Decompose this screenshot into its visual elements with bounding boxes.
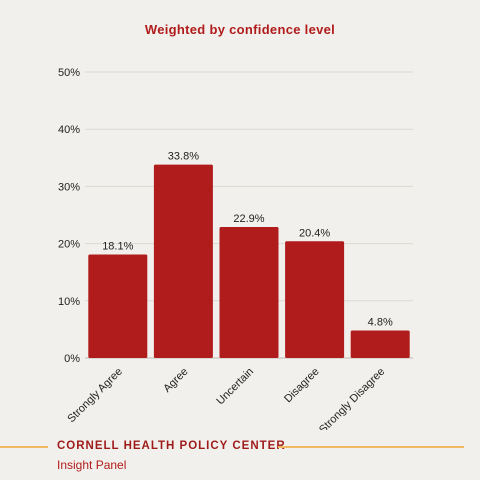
footer-rule-left (0, 446, 48, 448)
footer-panel-name: Insight Panel (57, 458, 127, 472)
footer-rule-right (278, 446, 464, 448)
x-tick-label: Uncertain (214, 366, 256, 408)
x-tick-label: Agree (161, 366, 190, 395)
y-tick-label: 40% (58, 124, 80, 136)
bar-value-label: 18.1% (102, 240, 133, 252)
bar-value-label: 4.8% (368, 317, 393, 329)
bar (285, 241, 345, 358)
x-tick-label: Strongly Agree (65, 366, 125, 426)
bar-chart: 0% 10% 20% 30% 40% 50% 18.1% Strongly Agree 33.8… (58, 67, 413, 430)
bar-value-label: 33.8% (168, 151, 199, 163)
y-tick-label: 50% (58, 67, 80, 79)
bar (350, 330, 410, 358)
bar (153, 164, 213, 358)
x-tick-label: Disagree (282, 366, 322, 406)
bar (219, 227, 279, 358)
y-tick-label: 30% (58, 181, 80, 193)
y-tick-label: 20% (58, 239, 80, 251)
chart-title: Weighted by confidence level (144, 22, 336, 37)
bar-value-label: 22.9% (233, 213, 264, 225)
bar-value-label: 20.4% (299, 227, 330, 239)
bar (88, 254, 148, 358)
footer-organization: CORNELL HEALTH POLICY CENTER (57, 440, 286, 452)
y-tick-label: 10% (58, 296, 80, 308)
y-tick-label: 0% (64, 353, 80, 365)
x-tick-label: Strongly Disagree (317, 366, 387, 430)
